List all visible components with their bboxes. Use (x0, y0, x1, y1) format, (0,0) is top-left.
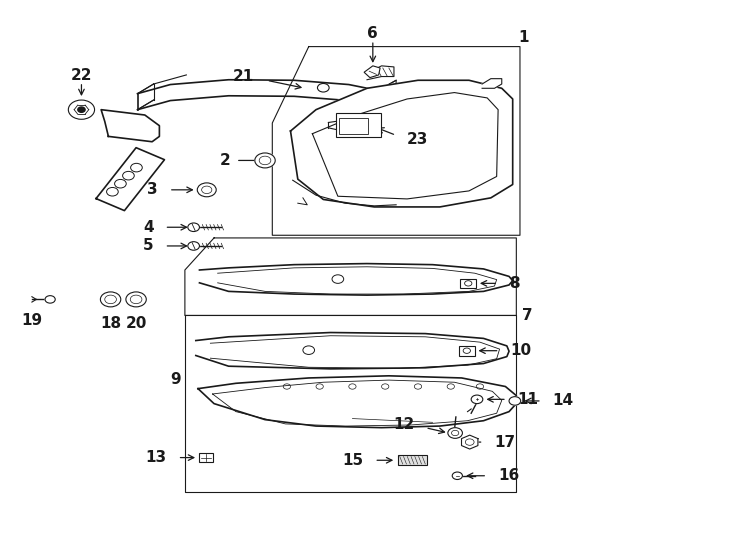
Text: 5: 5 (143, 239, 153, 253)
Circle shape (509, 397, 520, 405)
Polygon shape (101, 110, 159, 141)
Circle shape (101, 292, 121, 307)
Text: 23: 23 (407, 132, 429, 146)
Text: 1: 1 (518, 30, 529, 45)
Circle shape (68, 100, 95, 119)
Text: 12: 12 (393, 417, 415, 433)
Polygon shape (482, 79, 502, 88)
Text: 20: 20 (126, 316, 147, 331)
Circle shape (448, 428, 462, 438)
Polygon shape (196, 333, 509, 369)
Text: 3: 3 (148, 183, 158, 197)
Text: 6: 6 (368, 26, 378, 41)
Text: 2: 2 (219, 153, 230, 168)
Polygon shape (291, 80, 512, 207)
Text: 10: 10 (511, 343, 531, 358)
Text: 8: 8 (509, 276, 520, 291)
Circle shape (255, 153, 275, 168)
Circle shape (126, 292, 146, 307)
Text: 9: 9 (170, 372, 181, 387)
Circle shape (45, 296, 55, 303)
Text: 4: 4 (143, 220, 153, 235)
FancyBboxPatch shape (335, 113, 381, 138)
Polygon shape (364, 66, 380, 78)
Text: 7: 7 (522, 308, 533, 323)
Text: 13: 13 (145, 450, 167, 465)
Polygon shape (462, 435, 478, 449)
Text: 16: 16 (498, 468, 520, 483)
FancyBboxPatch shape (338, 118, 368, 134)
Text: 14: 14 (553, 394, 574, 408)
Circle shape (197, 183, 217, 197)
Circle shape (452, 472, 462, 480)
Text: 11: 11 (517, 392, 539, 407)
Circle shape (188, 242, 200, 250)
Circle shape (471, 395, 483, 403)
Polygon shape (96, 147, 164, 211)
Text: 19: 19 (21, 313, 43, 328)
Polygon shape (198, 376, 516, 428)
FancyBboxPatch shape (398, 455, 426, 465)
FancyBboxPatch shape (460, 279, 476, 288)
FancyBboxPatch shape (200, 453, 213, 462)
Polygon shape (200, 264, 512, 295)
Text: 15: 15 (342, 453, 363, 468)
Circle shape (188, 223, 200, 232)
Text: 21: 21 (233, 69, 254, 84)
Text: 22: 22 (70, 69, 92, 84)
FancyBboxPatch shape (459, 346, 475, 355)
Text: 17: 17 (495, 435, 515, 450)
Circle shape (78, 107, 85, 112)
Polygon shape (367, 66, 394, 80)
Text: 18: 18 (100, 316, 121, 331)
